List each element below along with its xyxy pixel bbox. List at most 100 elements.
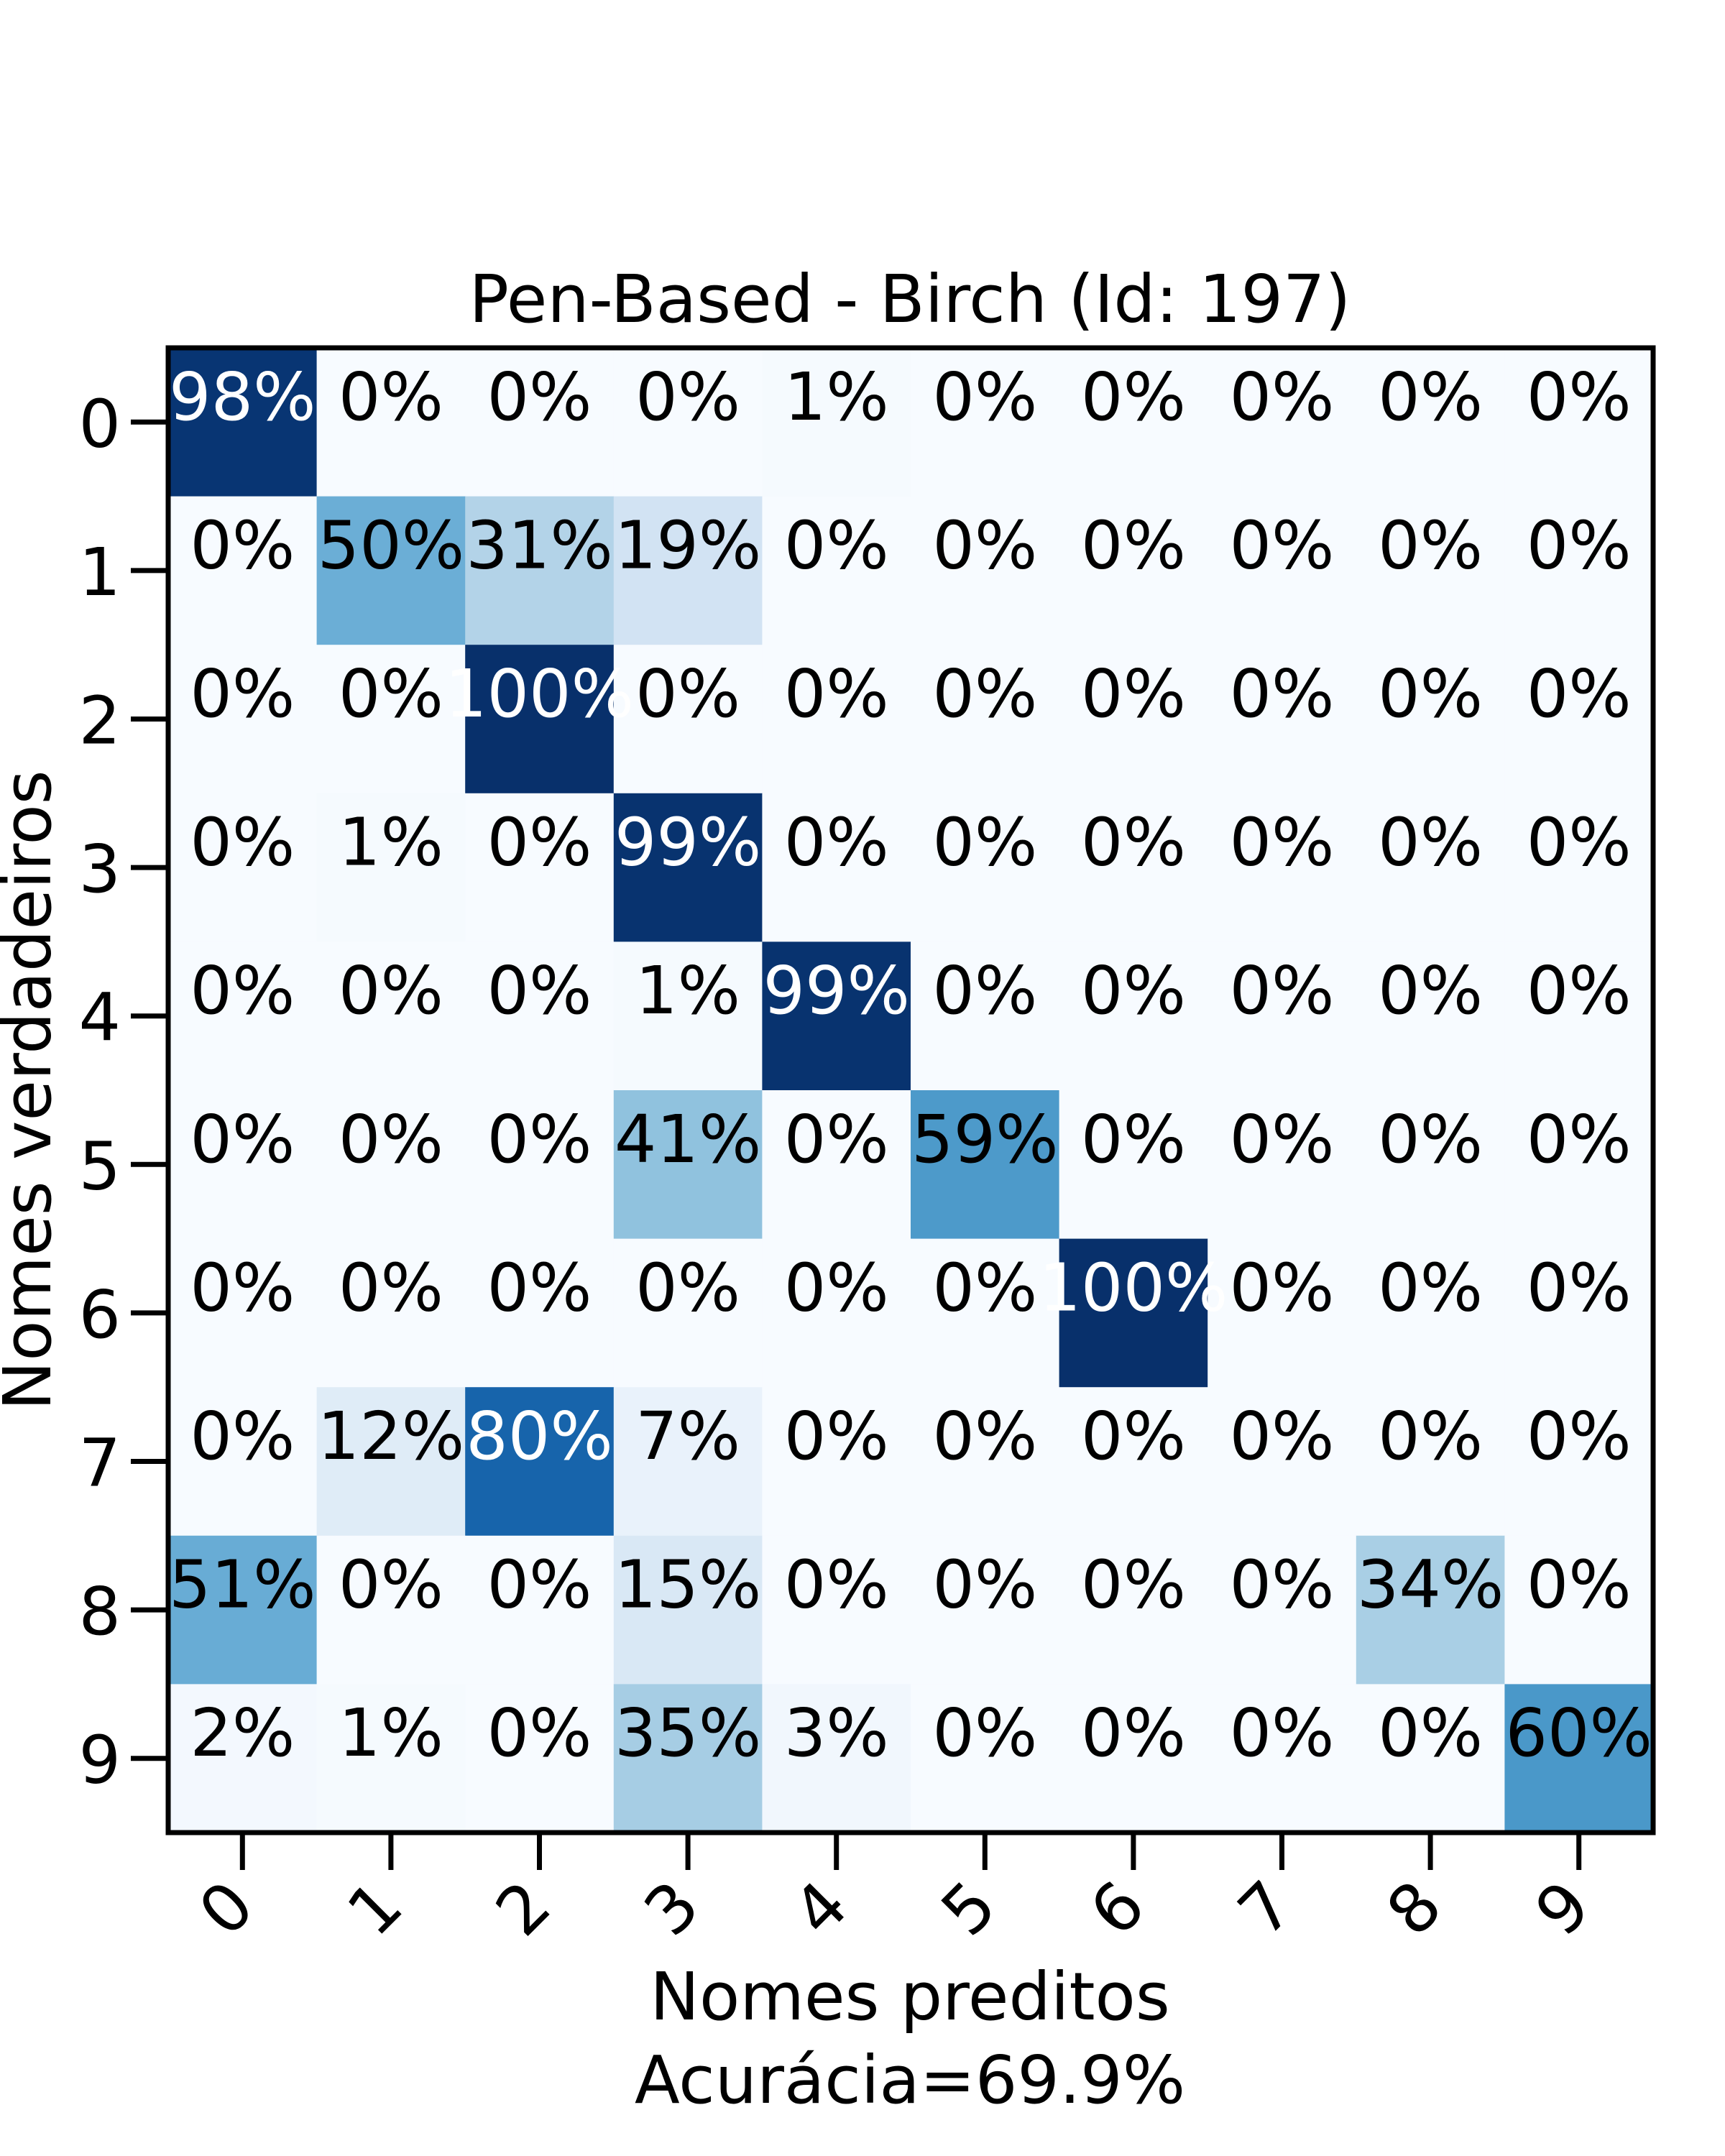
heatmap-cell [316, 793, 466, 942]
heatmap-cell [613, 1238, 763, 1388]
cell-value-label: 0% [784, 1547, 889, 1623]
heatmap-cell [1356, 348, 1505, 497]
x-tick-label: 6 [1075, 1866, 1159, 1950]
cell-value-label: 0% [1230, 952, 1335, 1029]
cell-value-label: 0% [1527, 507, 1632, 584]
heatmap-cell [168, 1238, 318, 1388]
cell-value-label: 2% [190, 1695, 295, 1772]
heatmap-cell [613, 1387, 763, 1537]
y-tick-label: 1 [78, 534, 121, 611]
heatmap-cell [1504, 1535, 1654, 1685]
cell-value-label: 0% [932, 1695, 1037, 1772]
heatmap-cell [1356, 645, 1505, 794]
x-tick-label: 9 [1521, 1866, 1605, 1950]
heatmap-cell [1059, 645, 1208, 794]
cell-value-label: 0% [190, 804, 295, 881]
heatmap-cell [1504, 1090, 1654, 1240]
heatmap-cell [613, 1535, 763, 1685]
cell-value-label: 0% [487, 804, 592, 881]
y-tick-label: 4 [78, 980, 121, 1056]
cell-value-label: 41% [615, 1101, 761, 1178]
heatmap-cell [168, 1684, 318, 1833]
heatmap-cell [1208, 348, 1357, 497]
cell-value-label: 0% [932, 507, 1037, 584]
heatmap-cell [1356, 793, 1505, 942]
cell-value-label: 0% [1081, 1695, 1186, 1772]
y-tick-label: 8 [78, 1573, 121, 1650]
heatmap-cell [1059, 793, 1208, 942]
heatmap-cell [613, 793, 763, 942]
cell-value-label: 0% [1230, 804, 1335, 881]
cell-value-label: 99% [615, 804, 761, 881]
cell-value-label: 1% [635, 952, 740, 1029]
heatmap-cell [316, 496, 466, 645]
heatmap-cell [316, 941, 466, 1091]
heatmap-cell [911, 496, 1060, 645]
heatmap-cell [1208, 1387, 1357, 1537]
heatmap-cell [1208, 1090, 1357, 1240]
heatmap-cell [1356, 496, 1505, 645]
heatmap-cells [168, 348, 1654, 1833]
cell-value-label: 34% [1357, 1547, 1504, 1623]
heatmap-cell [1208, 941, 1357, 1091]
cell-value-label: 0% [190, 1249, 295, 1326]
x-tick-label: 2 [482, 1866, 566, 1950]
cell-value-label: 0% [487, 1101, 592, 1178]
heatmap-cell [1059, 348, 1208, 497]
heatmap-cell [168, 496, 318, 645]
heatmap-cell [1208, 1684, 1357, 1833]
y-tick-label: 9 [78, 1722, 121, 1799]
heatmap-cell [613, 1684, 763, 1833]
cell-value-label: 0% [932, 655, 1037, 732]
x-tick-label: 4 [778, 1866, 862, 1950]
heatmap-cell [762, 496, 911, 645]
cell-value-label: 0% [1378, 1695, 1483, 1772]
cell-value-label: 0% [1378, 655, 1483, 732]
y-tick-label: 2 [78, 683, 121, 760]
plot-frame [165, 345, 1656, 1835]
heatmap-cell [762, 1387, 911, 1537]
cell-value-label: 31% [466, 507, 612, 584]
heatmap-cell [762, 1535, 911, 1685]
heatmap-cell [1504, 496, 1654, 645]
cell-value-label: 0% [339, 1101, 443, 1178]
cell-value-label: 0% [1527, 952, 1632, 1029]
cell-value-label: 0% [190, 952, 295, 1029]
cell-value-label: 60% [1505, 1695, 1652, 1772]
heatmap-cell [911, 1387, 1060, 1537]
heatmap-cell [613, 1090, 763, 1240]
heatmap-cell [316, 1090, 466, 1240]
y-tick-label: 0 [78, 385, 121, 462]
heatmap-cell [1059, 496, 1208, 645]
heatmap-cell [613, 496, 763, 645]
cell-value-label: 0% [932, 1398, 1037, 1475]
cell-value-label: 100% [1039, 1249, 1228, 1326]
heatmap-cell [465, 1387, 615, 1537]
cell-value-label: 0% [487, 1547, 592, 1623]
cell-value-label: 0% [784, 1398, 889, 1475]
x-tick-label: 0 [184, 1866, 268, 1950]
heatmap-cell [911, 645, 1060, 794]
heatmap-cell [316, 645, 466, 794]
cell-value-label: 0% [339, 952, 443, 1029]
cell-value-label: 0% [784, 1101, 889, 1178]
heatmap-cell [1504, 793, 1654, 942]
heatmap-cell [1059, 1090, 1208, 1240]
heatmap-cell [465, 1535, 615, 1685]
cell-value-label: 0% [1527, 804, 1632, 881]
cell-value-label: 0% [1230, 1101, 1335, 1178]
heatmap-cell [316, 1684, 466, 1833]
chart-title: Pen-Based - Birch (Id: 197) [469, 261, 1351, 338]
heatmap-cell [762, 1684, 911, 1833]
cell-value-label: 0% [1527, 1547, 1632, 1623]
heatmap-cell [1504, 1684, 1654, 1833]
cell-value-label: 0% [1230, 1249, 1335, 1326]
y-tick-label: 6 [78, 1276, 121, 1353]
cell-value-label: 0% [932, 1249, 1037, 1326]
y-axis-label: Nomes verdadeiros [0, 770, 66, 1410]
cell-value-label: 0% [1378, 804, 1483, 881]
heatmap-cell [911, 1090, 1060, 1240]
heatmap-cell [1356, 1090, 1505, 1240]
cell-value-label: 1% [784, 359, 889, 436]
